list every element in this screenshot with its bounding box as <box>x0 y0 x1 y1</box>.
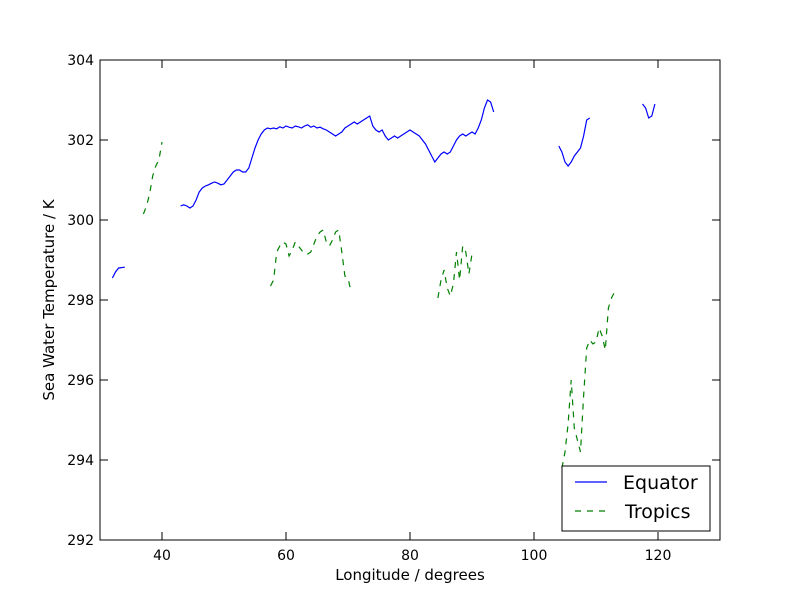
x-axis-label: Longitude / degrees <box>335 566 485 584</box>
series-line-equator <box>180 99 495 209</box>
series-line-equator <box>558 117 591 167</box>
x-tick-label: 100 <box>521 548 548 564</box>
legend-label-tropics: Tropics <box>624 501 691 523</box>
plot-area <box>100 60 720 540</box>
x-tick-label: 80 <box>401 548 419 564</box>
series-line-tropics <box>269 228 352 293</box>
x-tick-label: 120 <box>645 548 672 564</box>
y-tick-label: 298 <box>67 293 94 309</box>
x-tick-label: 60 <box>277 548 295 564</box>
y-tick-label: 292 <box>67 533 94 549</box>
y-tick-label: 304 <box>67 53 94 69</box>
legend-box <box>561 465 711 532</box>
series-line-tropics <box>437 243 473 299</box>
ticks-layer: 40 60 80 100 120 292 294 296 298 300 302 304 <box>67 53 720 564</box>
series-line-equator <box>642 103 656 119</box>
legend: Equator Tropics <box>561 465 711 532</box>
series-line-tropics <box>142 141 163 215</box>
legend-label-equator: Equator <box>623 472 698 494</box>
y-axis-label: Sea Water Temperature / K <box>40 198 58 400</box>
y-tick-label: 294 <box>67 453 94 469</box>
y-tick-label: 300 <box>67 213 94 229</box>
x-tick-label: 40 <box>153 548 171 564</box>
series-line-tropics <box>561 291 619 469</box>
y-tick-label: 296 <box>67 373 94 389</box>
series-layer <box>111 99 656 469</box>
y-tick-label: 302 <box>67 133 94 149</box>
series-line-equator <box>111 266 125 279</box>
plot-frame <box>99 59 721 541</box>
